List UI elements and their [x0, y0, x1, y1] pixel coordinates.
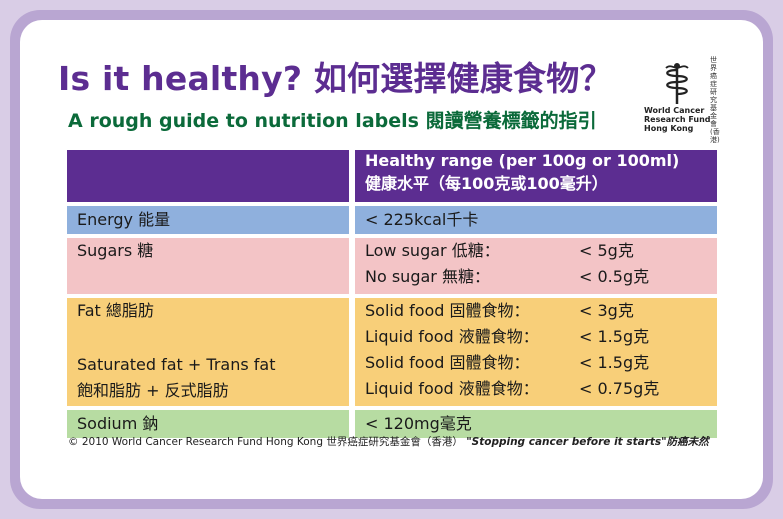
table-row-fat: Fat 總脂肪 Saturated fat + Trans fat 飽和脂肪 +…	[67, 298, 717, 406]
table-row-sodium: Sodium 鈉 < 120mg毫克	[67, 410, 717, 438]
list-item: Liquid food 液體食物： < 1.5g克	[365, 324, 707, 350]
satfat-value-liquid: < 0.75g克	[579, 379, 660, 398]
wcrf-logo: World Cancer Research Fund Hong Kong 世界癌…	[640, 52, 730, 144]
caduceus-icon	[665, 63, 689, 104]
table-row-sugars: Sugars 糖 Low sugar 低糖： < 5g克 No sugar 無糖：…	[67, 238, 717, 294]
footer-copyright: © 2010 World Cancer Research Fund Hong K…	[68, 436, 463, 448]
list-item: Low sugar 低糖： < 5g克	[365, 238, 707, 264]
sugars-value-low: < 5g克	[579, 241, 634, 260]
logo-line-3: Hong Kong	[644, 124, 694, 133]
footer-slogan: "Stopping cancer before it starts"防癌未然	[466, 436, 709, 448]
sodium-value: < 120mg毫克	[355, 410, 717, 438]
logo-line-1: World Cancer	[644, 106, 705, 115]
fat-value-liquid: < 1.5g克	[579, 327, 650, 346]
fat-label: Fat 總脂肪	[77, 301, 154, 320]
list-item: Solid food 固體食物： < 1.5g克	[365, 350, 707, 376]
sugars-item-low: Low sugar 低糖：	[365, 241, 500, 260]
fat-value-solid: < 3g克	[579, 301, 634, 320]
table-header-row: Healthy range (per 100g or 100ml) 健康水平（每…	[67, 150, 717, 202]
header-line-1: Healthy range (per 100g or 100ml)	[365, 151, 680, 170]
energy-label: Energy 能量	[67, 206, 355, 234]
sugars-value-none: < 0.5g克	[579, 267, 650, 286]
page-title: Is it healthy? 如何選擇健康食物？	[58, 59, 613, 98]
nutrition-table: Healthy range (per 100g or 100ml) 健康水平（每…	[67, 150, 717, 438]
sugars-item-none: No sugar 無糖：	[365, 267, 490, 286]
page-subtitle: A rough guide to nutrition labels 閱讀營養標籤…	[68, 110, 597, 132]
fat-item-solid: Solid food 固體食物：	[365, 301, 530, 320]
logo-line-2: Research Fund	[644, 115, 711, 124]
satfat-label-zh: 飽和脂肪 + 反式脂肪	[77, 381, 229, 400]
sodium-label: Sodium 鈉	[67, 410, 355, 438]
sugars-label: Sugars 糖	[77, 241, 154, 260]
satfat-value-solid: < 1.5g克	[579, 353, 650, 372]
logo-vertical-text: 世界癌症研究基金會(香港)	[710, 56, 720, 144]
satfat-item-liquid: Liquid food 液體食物：	[365, 379, 539, 398]
satfat-item-solid: Solid food 固體食物：	[365, 353, 530, 372]
table-row-energy: Energy 能量 < 225kcal千卡	[67, 206, 717, 234]
energy-value: < 225kcal千卡	[355, 206, 717, 234]
fat-item-liquid: Liquid food 液體食物：	[365, 327, 539, 346]
satfat-label-en: Saturated fat + Trans fat	[77, 355, 276, 374]
header-cell: Healthy range (per 100g or 100ml) 健康水平（每…	[355, 150, 717, 202]
footer: © 2010 World Cancer Research Fund Hong K…	[68, 434, 709, 449]
list-item: Liquid food 液體食物： < 0.75g克	[365, 376, 707, 402]
list-item: Solid food 固體食物： < 3g克	[365, 298, 707, 324]
list-item: No sugar 無糖： < 0.5g克	[365, 264, 707, 290]
header-empty-cell	[67, 150, 355, 202]
header-line-2: 健康水平（每100克或100毫升）	[365, 174, 608, 193]
logo-text: World Cancer Research Fund Hong Kong	[644, 106, 711, 133]
